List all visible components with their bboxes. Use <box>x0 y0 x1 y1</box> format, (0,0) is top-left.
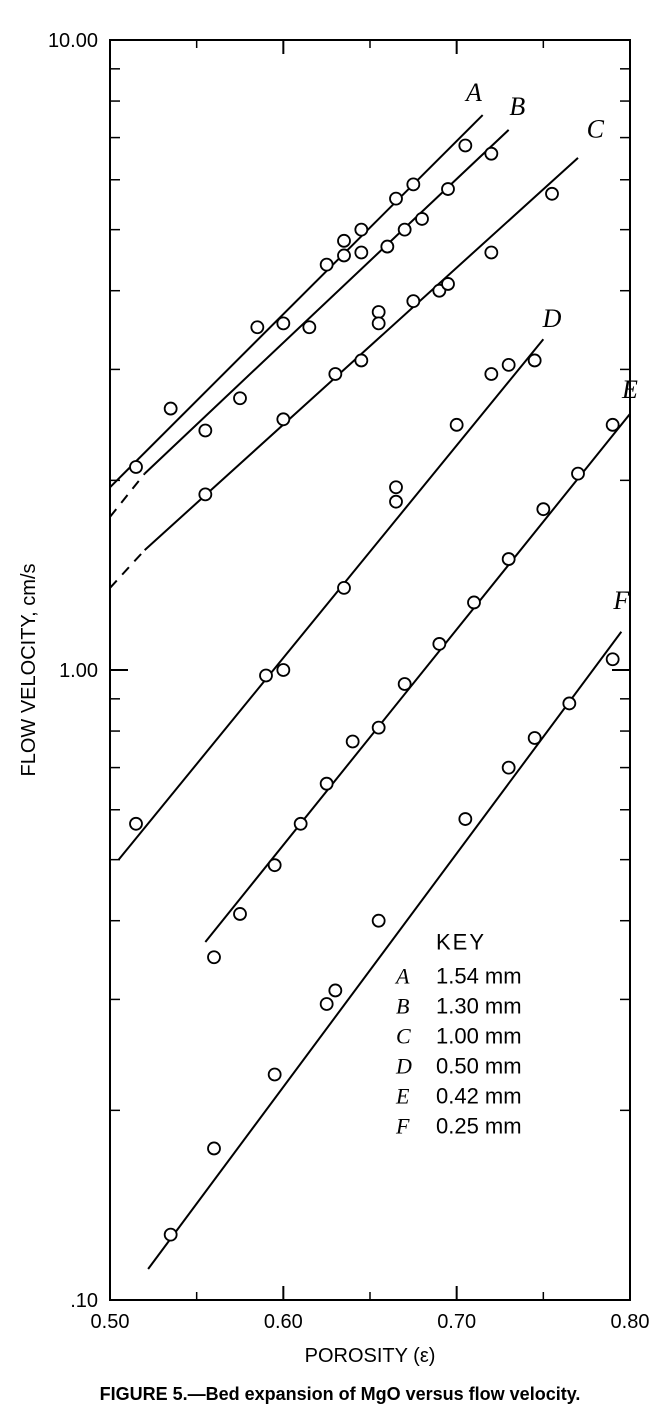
series-E-point <box>503 553 515 565</box>
series-F-label: F <box>612 586 630 615</box>
series-C-point <box>373 317 385 329</box>
series-A-point <box>338 235 350 247</box>
series-F-point <box>459 813 471 825</box>
series-A-point <box>130 461 142 473</box>
legend-val-E: 0.42 mm <box>436 1084 522 1109</box>
series-A-line <box>110 115 483 487</box>
series-C-point <box>199 488 211 500</box>
chart-svg: 0.50 0.60 0.70 0.80 .10 1.00 10.00 POROSITY (ε)… <box>0 0 656 1420</box>
legend-key-D: D <box>395 1054 412 1079</box>
series-F-point <box>529 732 541 744</box>
series-A-point <box>277 317 289 329</box>
series-A-point <box>407 178 419 190</box>
series-A-point <box>165 403 177 415</box>
series-D-point <box>260 670 272 682</box>
chart-figure: 0.50 0.60 0.70 0.80 .10 1.00 10.00 POROSITY (ε)… <box>0 0 656 1420</box>
series-C-dashed <box>110 550 145 588</box>
series-D-point <box>529 354 541 366</box>
series-A-point <box>251 321 263 333</box>
series-B-point <box>338 249 350 261</box>
series-C-point <box>277 413 289 425</box>
series-A-point <box>390 193 402 205</box>
series-F-point <box>208 1142 220 1154</box>
series-E-label: E <box>621 375 638 404</box>
legend-key-E: E <box>395 1084 410 1109</box>
series-F-point <box>563 697 575 709</box>
series-E-point <box>433 638 445 650</box>
series-C-point <box>407 295 419 307</box>
series-F-point <box>321 998 333 1010</box>
series-E-point <box>347 736 359 748</box>
series-A-point <box>321 259 333 271</box>
series-D-label: D <box>542 304 562 333</box>
series-B-point <box>234 392 246 404</box>
series-A-label: A <box>464 78 482 107</box>
series-F-point <box>373 915 385 927</box>
series-B-point <box>303 321 315 333</box>
series-F-point <box>165 1229 177 1241</box>
series-B-point <box>399 224 411 236</box>
series-F-point <box>503 762 515 774</box>
series-D-point <box>503 359 515 371</box>
series-E-point <box>321 778 333 790</box>
svg-text:0.80: 0.80 <box>611 1311 650 1333</box>
series-E-point <box>208 951 220 963</box>
series-C-point <box>373 306 385 318</box>
series-C-point <box>442 278 454 290</box>
legend-val-F: 0.25 mm <box>436 1114 522 1139</box>
series-A-point <box>459 140 471 152</box>
legend-val-C: 1.00 mm <box>436 1024 522 1049</box>
legend-key-C: C <box>396 1024 411 1049</box>
series-C-point <box>485 246 497 258</box>
svg-text:1.00: 1.00 <box>59 660 98 682</box>
x-axis-label: POROSITY (ε) <box>305 1345 436 1367</box>
series-E-point <box>607 419 619 431</box>
series-E-point <box>572 468 584 480</box>
legend-key-B: B <box>396 994 409 1019</box>
series-D-point <box>277 664 289 676</box>
series-E-point <box>269 859 281 871</box>
series-B-label: B <box>509 92 525 121</box>
legend-key-F: F <box>395 1114 410 1139</box>
legend-title: KEY <box>436 930 486 955</box>
series-B-point <box>485 148 497 160</box>
series-B-point <box>381 241 393 253</box>
series-F-point <box>329 984 341 996</box>
legend-val-B: 1.30 mm <box>436 994 522 1019</box>
series-D-point <box>130 818 142 830</box>
svg-text:0.70: 0.70 <box>437 1311 476 1333</box>
series-E-point <box>537 503 549 515</box>
series-D-point <box>451 419 463 431</box>
figure-caption: FIGURE 5.—Bed expansion of MgO versus fl… <box>100 1384 581 1404</box>
series-E-point <box>295 818 307 830</box>
series-D-point <box>338 582 350 594</box>
series-E-point <box>399 678 411 690</box>
series-E-point <box>468 596 480 608</box>
series-C-point <box>355 354 367 366</box>
series-A-point <box>199 424 211 436</box>
series-F-point <box>269 1069 281 1081</box>
series-A-point <box>355 224 367 236</box>
series-C-point <box>546 188 558 200</box>
series-B-point <box>442 183 454 195</box>
svg-text:.10: .10 <box>70 1290 98 1312</box>
series-C-label: C <box>587 115 605 144</box>
legend-val-A: 1.54 mm <box>436 964 522 989</box>
svg-text:10.00: 10.00 <box>48 30 98 52</box>
svg-text:0.60: 0.60 <box>264 1311 303 1333</box>
series-F-point <box>607 653 619 665</box>
series-C-point <box>329 368 341 380</box>
series-D-point <box>485 368 497 380</box>
series-B-point <box>355 246 367 258</box>
y-axis-label: FLOW VELOCITY, cm/s <box>18 564 40 777</box>
series-E-point <box>373 722 385 734</box>
svg-text:0.50: 0.50 <box>91 1311 130 1333</box>
legend-val-D: 0.50 mm <box>436 1054 522 1079</box>
legend-key-A: A <box>394 964 410 989</box>
series-D-point <box>390 481 402 493</box>
series-B-point <box>416 213 428 225</box>
series-E-point <box>234 908 246 920</box>
series-D-point <box>390 496 402 508</box>
